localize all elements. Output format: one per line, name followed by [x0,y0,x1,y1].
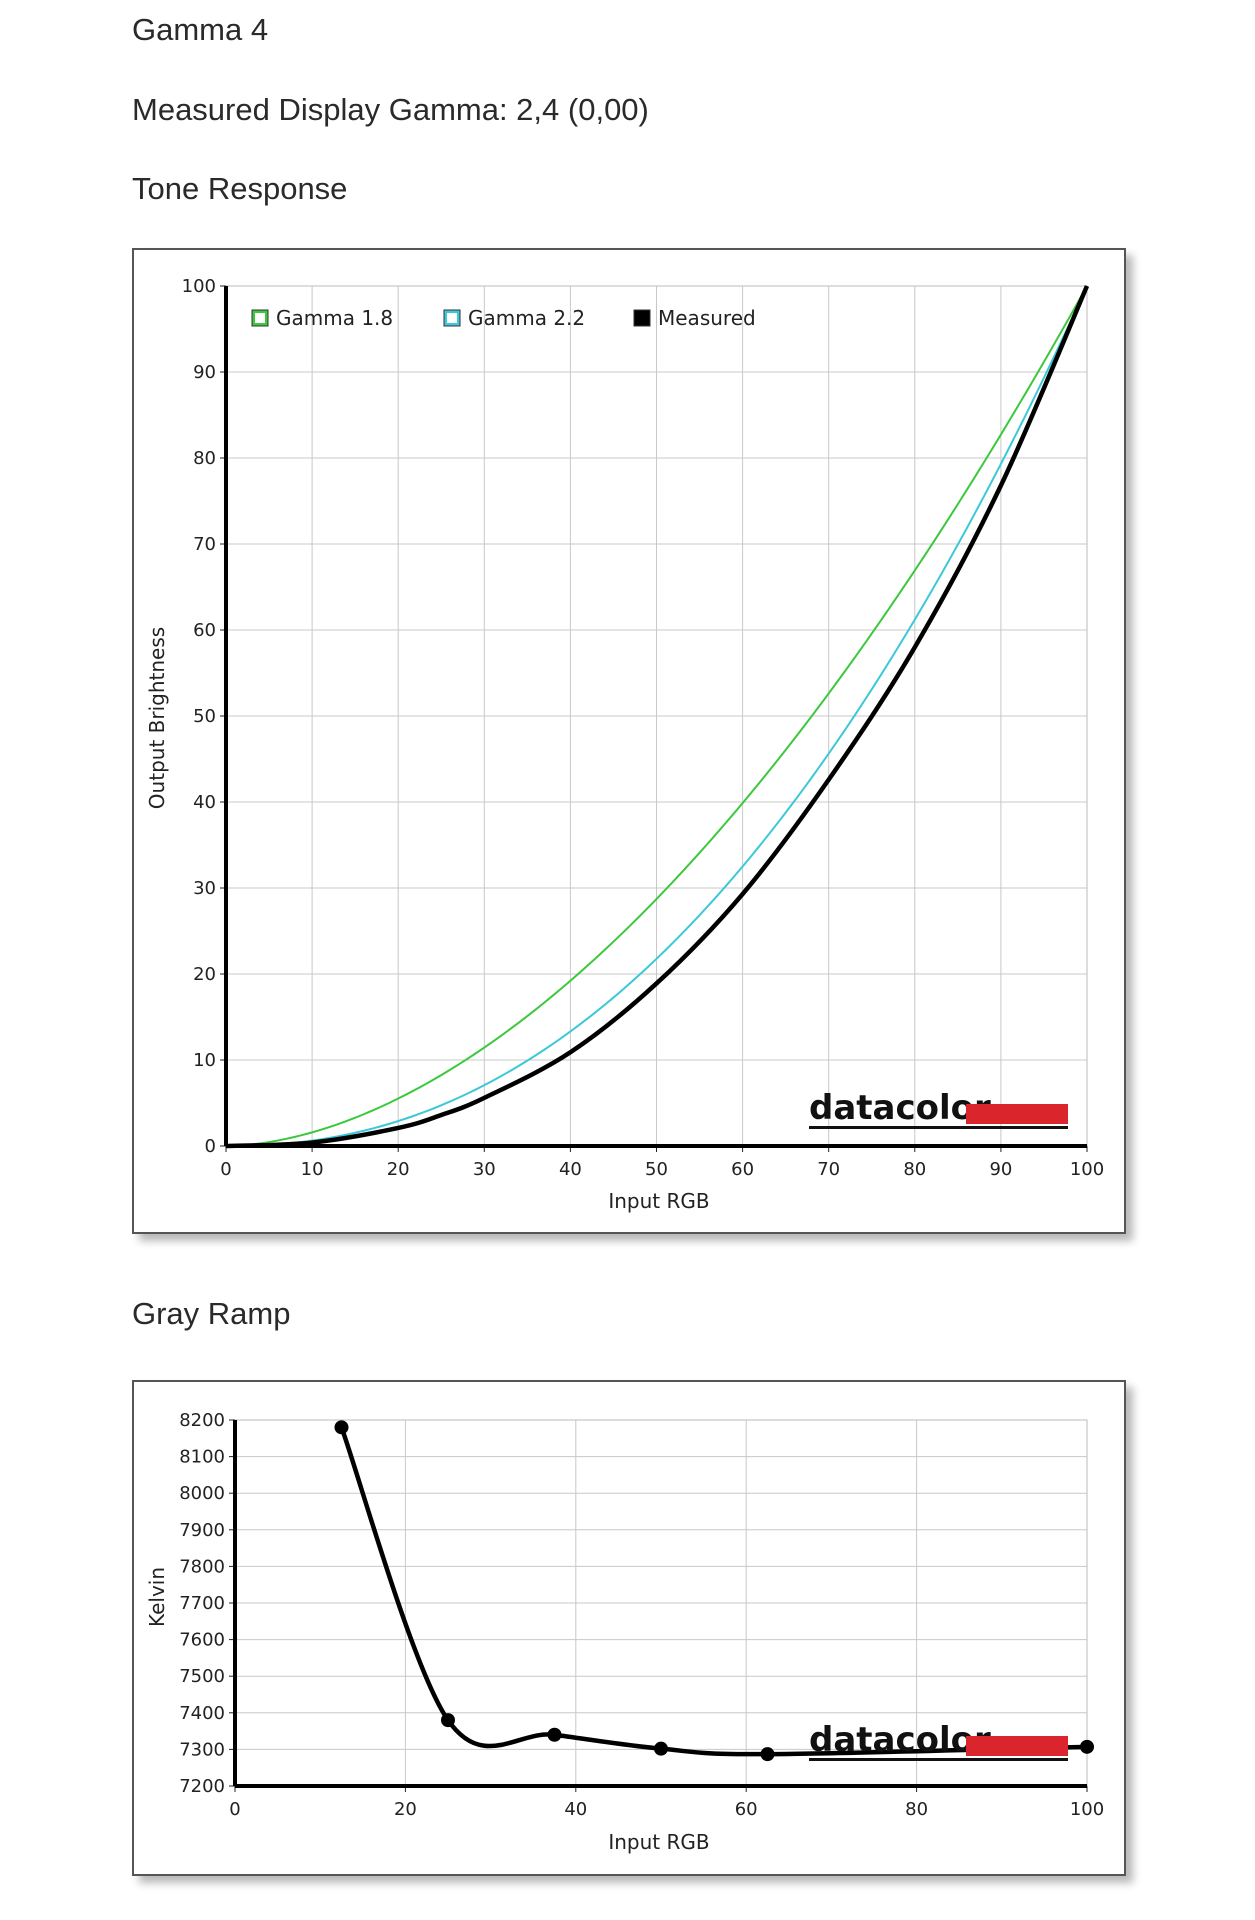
gray-ticks: 0 20 40 60 80 100 7200 7300 7400 7500 7600 7700 7800… [179,1410,1104,1820]
y-tick-label: 8000 [179,1483,225,1504]
x-tick-label: 70 [817,1159,840,1180]
series-line-measured [225,285,1090,1149]
gray-y-axis-label: Kelvin [145,1567,169,1627]
tone-x-axis-label: Input RGB [608,1189,709,1213]
y-tick-label: 70 [193,534,216,555]
y-tick-label: 10 [193,1050,216,1071]
gray-ramp-panel: 0 20 40 60 80 100 7200 7300 7400 7500 7600 7700 7800… [132,1380,1126,1876]
y-tick-label: 80 [193,448,216,469]
tone-lines [225,285,1090,1149]
series-line-gamma-1-8 [225,285,1088,1147]
y-tick-label: 60 [193,620,216,641]
legend-label: Measured [658,306,756,330]
y-tick-label: 8200 [179,1410,225,1431]
datacolor-logo-bar [966,1104,1068,1124]
legend-swatch-inner [255,313,265,323]
datacolor-logo-text: datacolor [809,1720,991,1760]
datacolor-logo-underline [809,1758,1068,1761]
measured-gamma-text: Measured Display Gamma: 2,4 (0,00) [132,92,649,127]
tone-grid [225,285,1088,1147]
series-line-0 [339,1426,1088,1757]
x-tick-label: 40 [564,1799,587,1820]
y-tick-label: 7200 [179,1776,225,1797]
y-tick-label: 7800 [179,1556,225,1577]
y-tick-label: 40 [193,792,216,813]
x-tick-label: 40 [559,1159,582,1180]
data-point [1080,1739,1094,1754]
y-tick-label: 30 [193,878,216,899]
datacolor-logo: datacolor [809,1088,1068,1129]
x-tick-label: 60 [731,1159,754,1180]
data-point [654,1741,668,1756]
y-tick-label: 50 [193,706,216,727]
gray-x-axis-label: Input RGB [608,1830,709,1854]
page-title: Gamma 4 [132,12,269,47]
y-tick-label: 100 [182,276,216,297]
x-tick-label: 20 [387,1159,410,1180]
data-point [760,1747,775,1762]
x-tick-label: 80 [905,1799,928,1820]
datacolor-logo-text: datacolor [809,1088,991,1128]
y-tick-label: 90 [193,362,216,383]
tone-response-chart: 0 10 20 30 40 50 60 70 80 90 100 0 10 20 30 40 50 60 70 80 9… [145,276,1105,1213]
series-line-gamma-2-2 [225,285,1088,1147]
y-tick-label: 7500 [179,1666,225,1687]
gray-ramp-heading: Gray Ramp [132,1296,291,1331]
legend-swatch-inner [447,313,457,323]
datacolor-logo-bar [966,1736,1068,1756]
tone-ticks: 0 10 20 30 40 50 60 70 80 90 100 0 10 20 30 40 50 60 70 80 9… [182,276,1105,1180]
datacolor-logo: datacolor [809,1720,1068,1761]
x-tick-label: 10 [301,1159,324,1180]
tone-response-heading: Tone Response [132,171,348,206]
y-tick-label: 7700 [179,1593,225,1614]
y-tick-label: 7400 [179,1703,225,1724]
x-tick-label: 20 [394,1799,417,1820]
gray-lines [334,1420,1094,1762]
y-tick-label: 8100 [179,1447,225,1468]
data-point [547,1727,562,1742]
x-tick-label: 80 [903,1159,926,1180]
x-tick-label: 60 [735,1799,758,1820]
x-tick-label: 0 [229,1799,240,1820]
y-tick-label: 0 [205,1136,216,1157]
data-point [334,1420,349,1435]
datacolor-logo-underline [809,1126,1068,1129]
x-tick-label: 90 [989,1159,1012,1180]
x-tick-label: 50 [645,1159,668,1180]
tone-response-panel: 0 10 20 30 40 50 60 70 80 90 100 0 10 20 30 40 50 60 70 80 9… [132,248,1126,1234]
tone-y-axis-label: Output Brightness [145,627,169,809]
legend-swatch [633,309,651,327]
legend-label: Gamma 1.8 [276,306,393,330]
legend-label: Gamma 2.2 [468,306,585,330]
y-tick-label: 20 [193,964,216,985]
y-tick-label: 7300 [179,1739,225,1760]
y-tick-label: 7600 [179,1630,225,1651]
data-point [441,1713,455,1728]
gray-ramp-chart: 0 20 40 60 80 100 7200 7300 7400 7500 7600 7700 7800… [145,1410,1104,1854]
y-tick-label: 7900 [179,1520,225,1541]
tone-legend: Gamma 1.8 Gamma 2.2 Measured [251,306,756,330]
x-tick-label: 100 [1070,1799,1104,1820]
x-tick-label: 100 [1070,1159,1104,1180]
x-tick-label: 30 [473,1159,496,1180]
x-tick-label: 0 [220,1159,231,1180]
